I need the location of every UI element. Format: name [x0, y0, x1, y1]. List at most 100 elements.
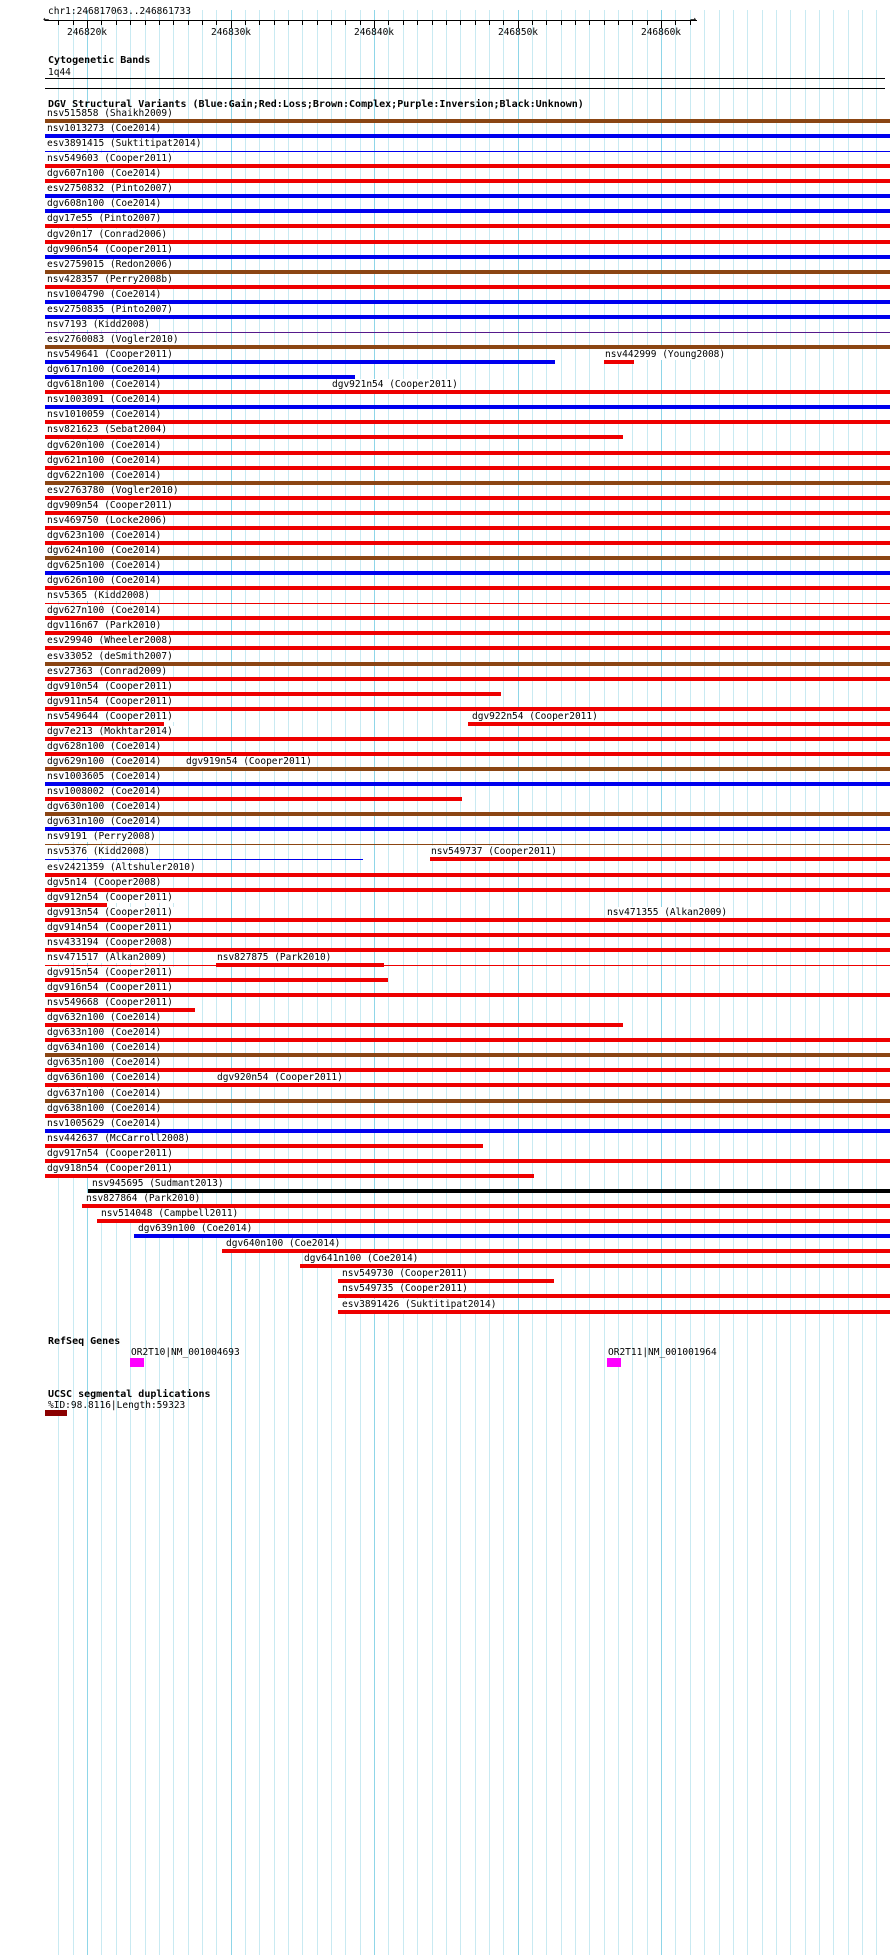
dgv-variant-row[interactable]: dgv629n100 (Coe2014): [0, 756, 890, 772]
dgv-variant-bar[interactable]: [338, 1309, 890, 1314]
dgv-variant-row[interactable]: nsv1013273 (Coe2014): [0, 123, 890, 139]
dgv-variant-bar[interactable]: [45, 616, 890, 621]
dgv-variant-bar[interactable]: [88, 1188, 890, 1193]
dgv-variant-bar[interactable]: [300, 1264, 890, 1269]
dgv-variant-row[interactable]: dgv906n54 (Cooper2011): [0, 243, 890, 260]
dgv-variant-row[interactable]: dgv628n100 (Coe2014): [0, 740, 890, 757]
dgv-variant-row[interactable]: nsv549668 (Cooper2011): [0, 997, 890, 1013]
dgv-variant-row[interactable]: dgv637n100 (Coe2014): [0, 1087, 890, 1104]
dgv-variant-bar[interactable]: [45, 646, 890, 651]
dgv-variant-row[interactable]: dgv20n17 (Conrad2006): [0, 228, 890, 245]
dgv-variant-bar[interactable]: [45, 495, 890, 500]
dgv-variant-row[interactable]: nsv1004790 (Coe2014): [0, 288, 890, 305]
dgv-variant-bar[interactable]: [45, 375, 355, 380]
dgv-variant-row[interactable]: esv2763780 (Vogler2010): [0, 484, 890, 501]
dgv-variant-row[interactable]: esv2760083 (Vogler2010): [0, 334, 890, 350]
dgv-variant-row[interactable]: nsv549641 (Cooper2011): [0, 349, 890, 365]
dgv-variant-row[interactable]: dgv634n100 (Coe2014): [0, 1042, 890, 1058]
scroll-right-arrow[interactable]: →: [690, 15, 696, 25]
dgv-variant-row[interactable]: dgv638n100 (Coe2014): [0, 1102, 890, 1119]
dgv-variant-row[interactable]: nsv945695 (Sudmant2013): [0, 1177, 890, 1194]
dgv-variant-row[interactable]: dgv624n100 (Coe2014): [0, 545, 890, 561]
dgv-variant-row[interactable]: nsv549737 (Cooper2011): [0, 846, 890, 862]
dgv-variant-row[interactable]: dgv632n100 (Coe2014): [0, 1012, 890, 1028]
dgv-variant-bar[interactable]: [45, 859, 363, 861]
dgv-variant-row[interactable]: dgv635n100 (Coe2014): [0, 1057, 890, 1073]
dgv-variant-bar[interactable]: [45, 751, 890, 756]
dgv-variant-row[interactable]: dgv7e213 (Mokhtar2014): [0, 725, 890, 742]
dgv-variant-bar[interactable]: [45, 345, 890, 350]
dgv-variant-bar[interactable]: [45, 194, 890, 199]
dgv-variant-row[interactable]: dgv618n100 (Coe2014): [0, 379, 890, 395]
dgv-variant-row[interactable]: dgv639n100 (Coe2014): [0, 1223, 890, 1239]
dgv-variant-bar[interactable]: [45, 721, 164, 726]
dgv-variant-bar[interactable]: [45, 571, 890, 576]
dgv-variant-bar[interactable]: [45, 1098, 890, 1103]
dgv-variant-row[interactable]: esv3891426 (Suktitipat2014): [0, 1298, 890, 1315]
dgv-variant-row[interactable]: dgv625n100 (Coe2014): [0, 560, 890, 576]
dgv-variant-row[interactable]: dgv918n54 (Cooper2011): [0, 1162, 890, 1179]
dgv-variant-row[interactable]: dgv641n100 (Coe2014): [0, 1253, 890, 1269]
dgv-variant-row[interactable]: nsv428357 (Perry2008b): [0, 273, 890, 290]
dgv-variant-bar[interactable]: [45, 872, 890, 877]
dgv-variant-bar[interactable]: [45, 827, 890, 832]
dgv-variant-row[interactable]: esv33052 (deSmith2007): [0, 650, 890, 667]
dgv-variant-row[interactable]: dgv910n54 (Cooper2011): [0, 680, 890, 697]
dgv-variant-bar[interactable]: [45, 314, 890, 319]
dgv-variant-bar[interactable]: [45, 540, 890, 545]
dgv-variant-bar[interactable]: [45, 844, 890, 846]
dgv-variant-bar[interactable]: [45, 134, 890, 139]
dgv-variant-row[interactable]: dgv5n14 (Cooper2008): [0, 876, 890, 893]
dgv-variant-bar[interactable]: [45, 1083, 890, 1088]
dgv-variant-bar[interactable]: [45, 435, 623, 440]
dgv-variant-bar[interactable]: [45, 1128, 890, 1133]
dgv-variant-bar[interactable]: [45, 254, 890, 259]
dgv-variant-bar[interactable]: [45, 1008, 195, 1013]
dgv-variant-row[interactable]: dgv627n100 (Coe2014): [0, 605, 890, 621]
dgv-variant-row[interactable]: dgv631n100 (Coe2014): [0, 816, 890, 832]
dgv-variant-row[interactable]: nsv5376 (Kidd2008): [0, 846, 890, 862]
dgv-variant-row[interactable]: nsv442999 (Young2008): [0, 349, 890, 365]
dgv-variant-row[interactable]: nsv549730 (Cooper2011): [0, 1268, 890, 1284]
dgv-variant-bar[interactable]: [45, 1023, 623, 1028]
dgv-variant-bar[interactable]: [45, 390, 890, 395]
dgv-variant-row[interactable]: nsv442637 (McCarroll2008): [0, 1132, 890, 1149]
dgv-variant-row[interactable]: dgv620n100 (Coe2014): [0, 439, 890, 456]
dgv-variant-row[interactable]: dgv608n100 (Coe2014): [0, 198, 890, 214]
dgv-variant-bar[interactable]: [45, 676, 890, 681]
dgv-variant-bar[interactable]: [45, 1113, 890, 1118]
dgv-variant-bar[interactable]: [430, 857, 890, 862]
dgv-variant-row[interactable]: dgv623n100 (Coe2014): [0, 529, 890, 546]
dgv-variant-bar[interactable]: [45, 360, 555, 365]
dgv-variant-row[interactable]: dgv626n100 (Coe2014): [0, 575, 890, 591]
dgv-variant-bar[interactable]: [45, 1053, 890, 1058]
dgv-variant-bar[interactable]: [45, 164, 890, 169]
dgv-variant-bar[interactable]: [45, 1068, 890, 1073]
dgv-variant-bar[interactable]: [45, 525, 890, 530]
dgv-variant-row[interactable]: dgv607n100 (Coe2014): [0, 168, 890, 184]
dgv-variant-bar[interactable]: [45, 812, 890, 817]
dgv-variant-row[interactable]: nsv515858 (Shaikh2009): [0, 108, 890, 124]
dgv-variant-bar[interactable]: [134, 1234, 890, 1239]
dgv-variant-row[interactable]: nsv514048 (Campbell2011): [0, 1208, 890, 1224]
dgv-variant-row[interactable]: esv3891415 (Suktitipat2014): [0, 138, 890, 154]
dgv-variant-bar[interactable]: [45, 420, 890, 425]
dgv-variant-row[interactable]: esv2421359 (Altshuler2010): [0, 861, 890, 878]
dgv-variant-row[interactable]: dgv922n54 (Cooper2011): [0, 710, 890, 727]
dgv-variant-row[interactable]: esv2750835 (Pinto2007): [0, 303, 890, 320]
segdup-item-box[interactable]: [45, 1409, 67, 1416]
dgv-variant-bar[interactable]: [222, 1249, 890, 1254]
dgv-variant-bar[interactable]: [45, 556, 890, 561]
dgv-variant-bar[interactable]: [604, 360, 634, 365]
dgv-variant-row[interactable]: nsv1005629 (Coe2014): [0, 1117, 890, 1134]
dgv-variant-row[interactable]: nsv1003605 (Coe2014): [0, 771, 890, 787]
dgv-variant-bar[interactable]: [45, 151, 890, 153]
refseq-gene-box[interactable]: [607, 1357, 621, 1367]
dgv-variant-row[interactable]: dgv636n100 (Coe2014): [0, 1072, 890, 1088]
dgv-variant-row[interactable]: esv27363 (Conrad2009): [0, 665, 890, 682]
dgv-variant-row[interactable]: dgv911n54 (Cooper2011): [0, 695, 890, 712]
dgv-variant-row[interactable]: nsv1010059 (Coe2014): [0, 409, 890, 425]
dgv-variant-row[interactable]: esv2759015 (Redon2006): [0, 258, 890, 275]
dgv-variant-bar[interactable]: [45, 797, 462, 802]
dgv-variant-row[interactable]: nsv1008002 (Coe2014): [0, 786, 890, 802]
